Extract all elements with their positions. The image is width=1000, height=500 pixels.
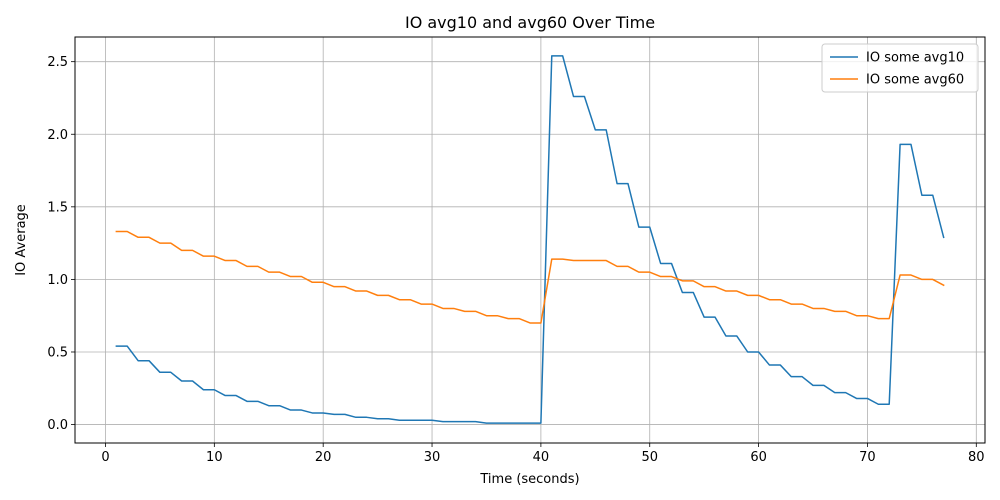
plot-frame [74,36,986,444]
y-tick-label: 0.0 [47,418,68,433]
axis-ticks: 0 10 20 30 40 50 60 70 80 0.0 0.5 1.0 1.5 2.0 2.5 [47,55,984,465]
series-line-avg60 [115,230,945,324]
x-tick-label: 20 [315,450,332,465]
grid [75,37,985,443]
x-tick-label: 30 [424,450,441,465]
x-tick-label: 50 [641,450,658,465]
x-tick-label: 80 [968,450,985,465]
x-tick-label: 10 [206,450,223,465]
y-tick-label: 2.5 [47,55,68,70]
legend-label: IO some avg60 [866,73,964,88]
chart-title: IO avg10 and avg60 Over Time [405,13,655,32]
legend-box [821,43,979,93]
x-tick-label: 0 [101,450,109,465]
y-tick-label: 1.0 [47,273,68,288]
x-tick-label: 70 [859,450,876,465]
series-line-avg10 [115,55,945,424]
x-tick-label: 40 [533,450,550,465]
x-axis-label: Time (seconds) [479,472,579,487]
y-tick-label: 1.5 [47,200,68,215]
y-tick-label: 0.5 [47,345,68,360]
y-tick-label: 2.0 [47,128,68,143]
y-axis-label: IO Average [14,204,29,276]
legend-label: IO some avg10 [866,51,964,66]
series-lines [115,55,945,424]
x-tick-label: 60 [750,450,767,465]
legend: IO some avg10 IO some avg60 [821,43,979,93]
